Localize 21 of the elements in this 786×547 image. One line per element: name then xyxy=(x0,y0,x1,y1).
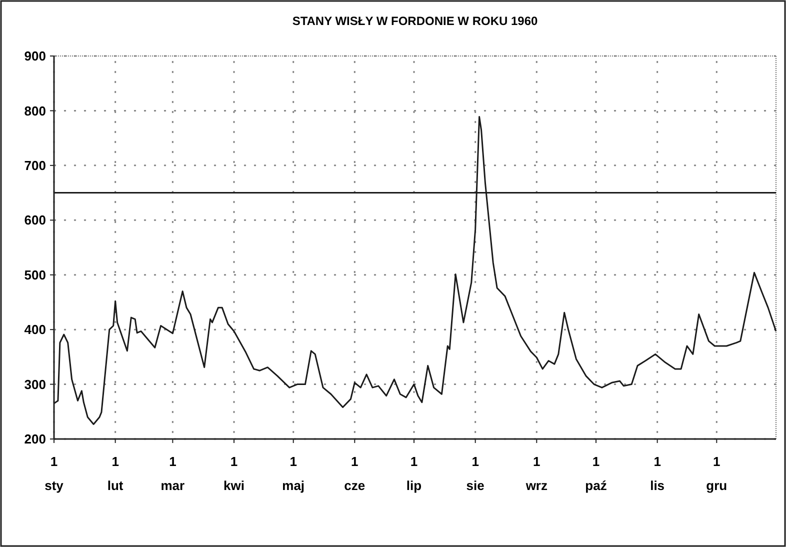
y-tick-label: 200 xyxy=(24,432,46,447)
y-tick-label: 400 xyxy=(24,322,46,338)
y-tick-label: 600 xyxy=(24,212,46,228)
x-tick-label: 1 lip xyxy=(406,454,422,493)
y-tick-label: 300 xyxy=(24,376,46,392)
x-tick-label: 1 lut xyxy=(107,454,124,493)
y-tick-label: 700 xyxy=(24,158,46,173)
x-tick-label: 1 paź xyxy=(585,454,608,493)
y-tick-label: 800 xyxy=(24,103,46,118)
x-tick-label: 1 kwi xyxy=(224,454,244,493)
x-tick-label: 1 lis xyxy=(650,454,665,493)
x-tick-label: 1 wrz xyxy=(524,454,548,493)
y-tick-label: 500 xyxy=(24,267,46,282)
x-tick-label: 1 cze xyxy=(344,454,366,493)
x-tick-label: 1 mar xyxy=(160,454,185,493)
y-tick-label: 900 xyxy=(24,48,46,64)
chart-title: STANY WISŁY W FORDONIE W ROKU 1960 xyxy=(292,14,538,28)
x-tick-label: 1 gru xyxy=(706,454,728,493)
x-tick-label: 1 maj xyxy=(282,454,305,493)
x-tick-label: 1 sty xyxy=(44,454,64,493)
x-tick-label: 1 sie xyxy=(466,454,484,493)
